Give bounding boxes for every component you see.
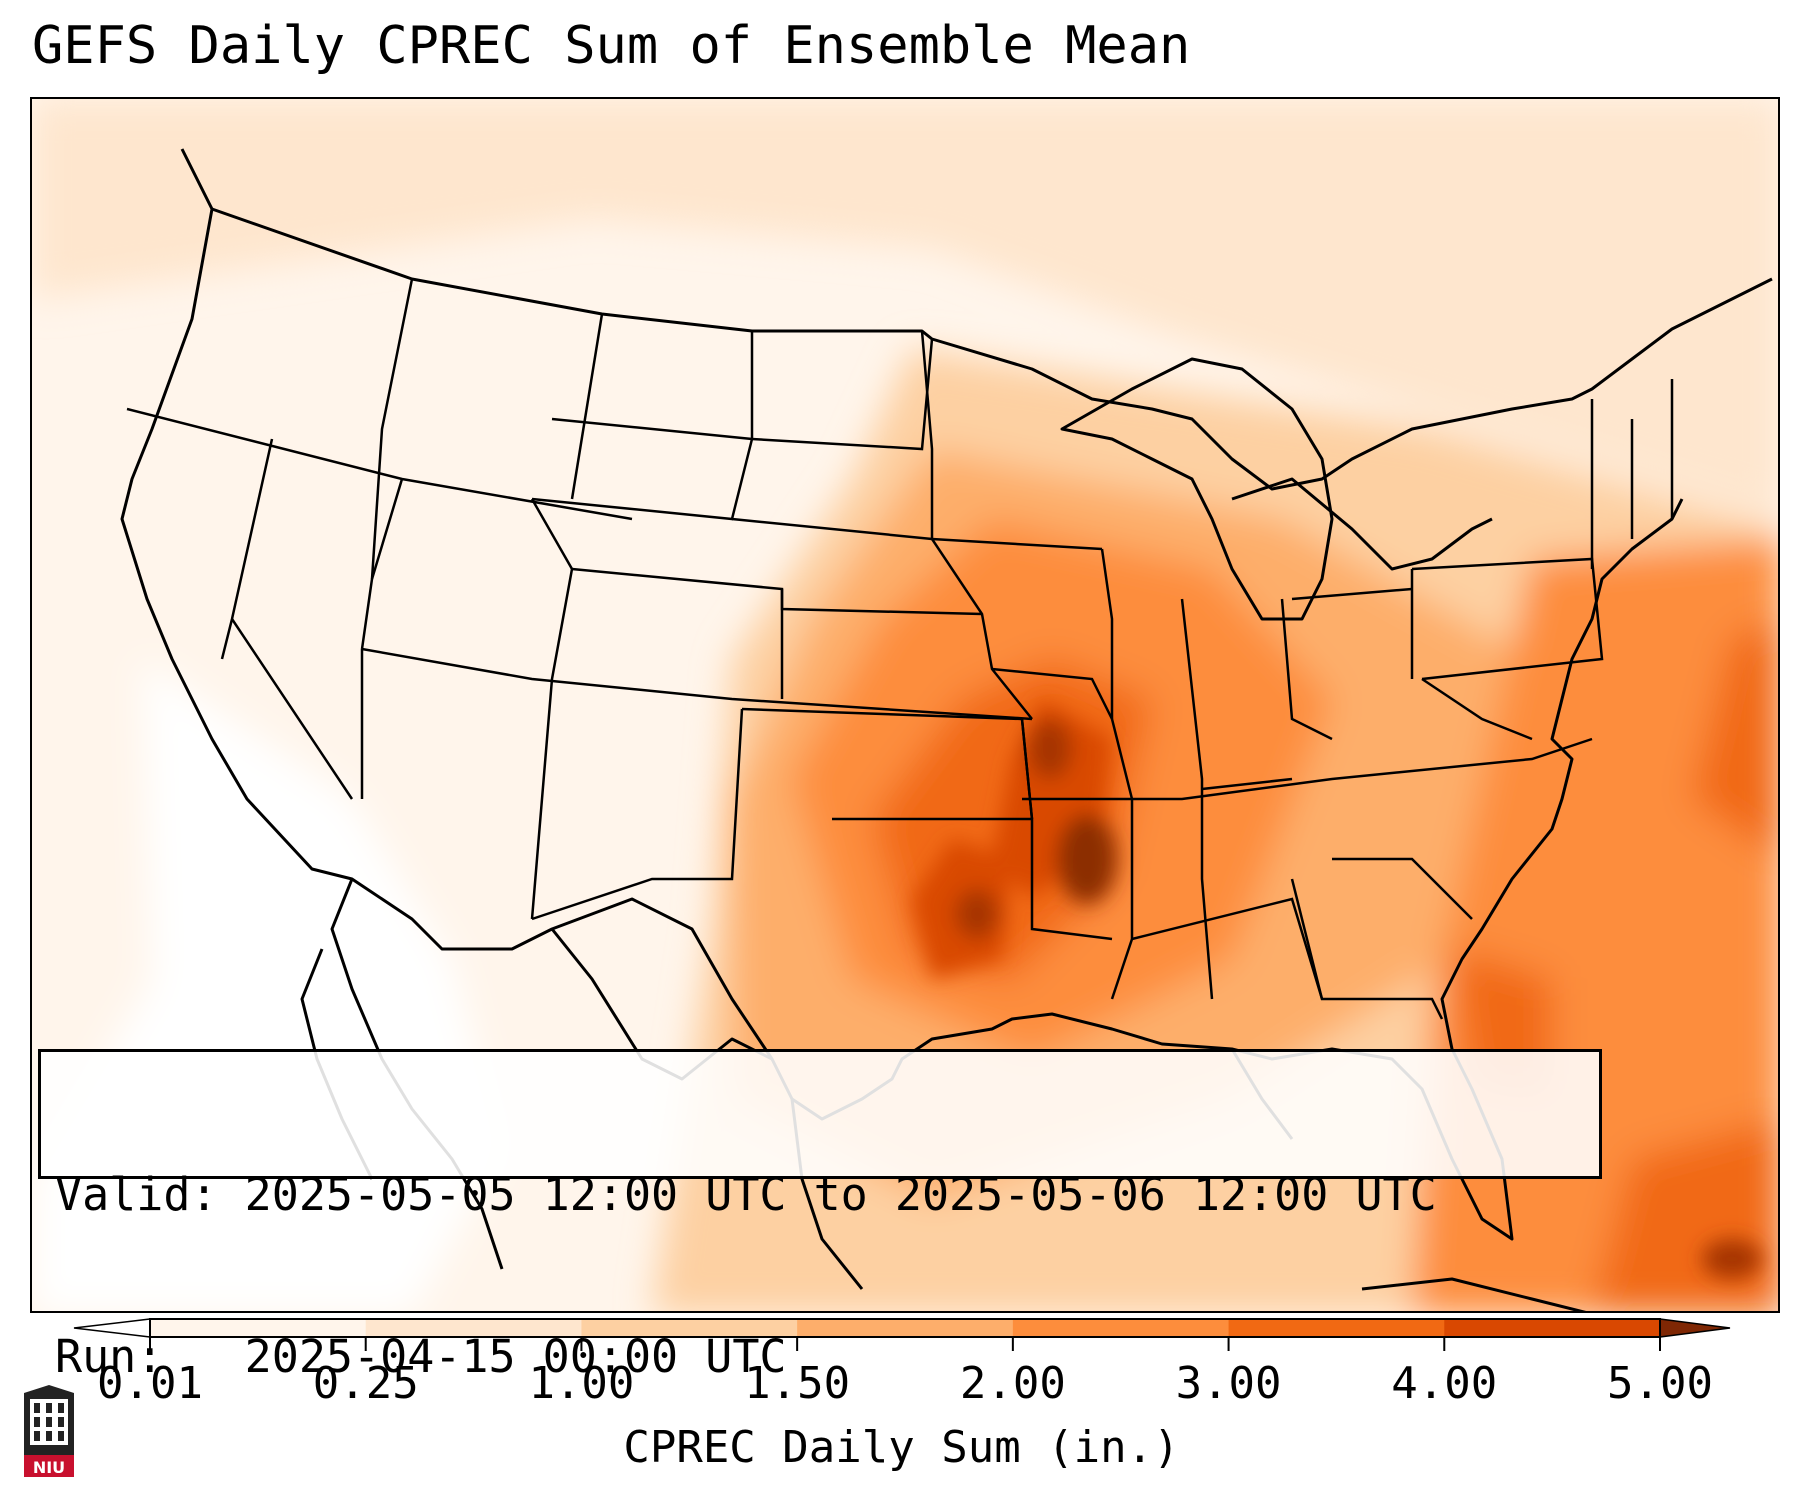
colorbar-segment (1228, 1319, 1445, 1337)
valid-row: Valid: 2025-05-05 12:00 UTC to 2025-05-0… (55, 1168, 1585, 1222)
colorbar-tick-label: 0.25 (312, 1358, 419, 1409)
colorbar-tick-label: 3.00 (1175, 1358, 1282, 1409)
valid-label: Valid: (55, 1168, 218, 1221)
colorbar-border (149, 1318, 1661, 1338)
colorbar-segment (150, 1319, 367, 1337)
run-row: Run: 2025-04-15 00:00 UTC (55, 1330, 1585, 1384)
state-lines (126, 278, 1674, 1020)
colorbar-segment (1444, 1319, 1661, 1337)
colorbar (73, 1318, 1731, 1351)
colorbar-segment (365, 1319, 582, 1337)
colorbar-segment (581, 1319, 798, 1337)
colorbar-tick-label: 1.50 (744, 1358, 851, 1409)
colorbar-label: CPREC Daily Sum (in.) (623, 1422, 1180, 1473)
run-value: 2025-04-15 00:00 UTC (244, 1330, 787, 1383)
run-label: Run: (55, 1330, 164, 1383)
colorbar-under-arrow (73, 1318, 151, 1338)
valid-value: 2025-05-05 12:00 UTC to 2025-05-06 12:00… (244, 1168, 1437, 1221)
valid-time-box: Valid: 2025-05-05 12:00 UTC to 2025-05-0… (38, 1049, 1602, 1383)
colorbar-tick-label: 2.00 (959, 1358, 1066, 1409)
colorbar-over-arrow (1659, 1318, 1731, 1338)
logo-text: NIU (33, 1458, 65, 1477)
colorbar-segment (1012, 1319, 1230, 1337)
colorbar-tick-label: 1.00 (528, 1358, 635, 1409)
colorbar-tick-label: 0.01 (97, 1358, 203, 1409)
colorbar-segment (797, 1319, 1014, 1337)
niu-logo: NIU (24, 1385, 74, 1477)
colorbar-tick-label: 5.00 (1607, 1358, 1713, 1409)
page-title: GEFS Daily CPREC Sum of Ensemble Mean (32, 16, 1191, 76)
colorbar-tick-label: 4.00 (1391, 1358, 1498, 1409)
